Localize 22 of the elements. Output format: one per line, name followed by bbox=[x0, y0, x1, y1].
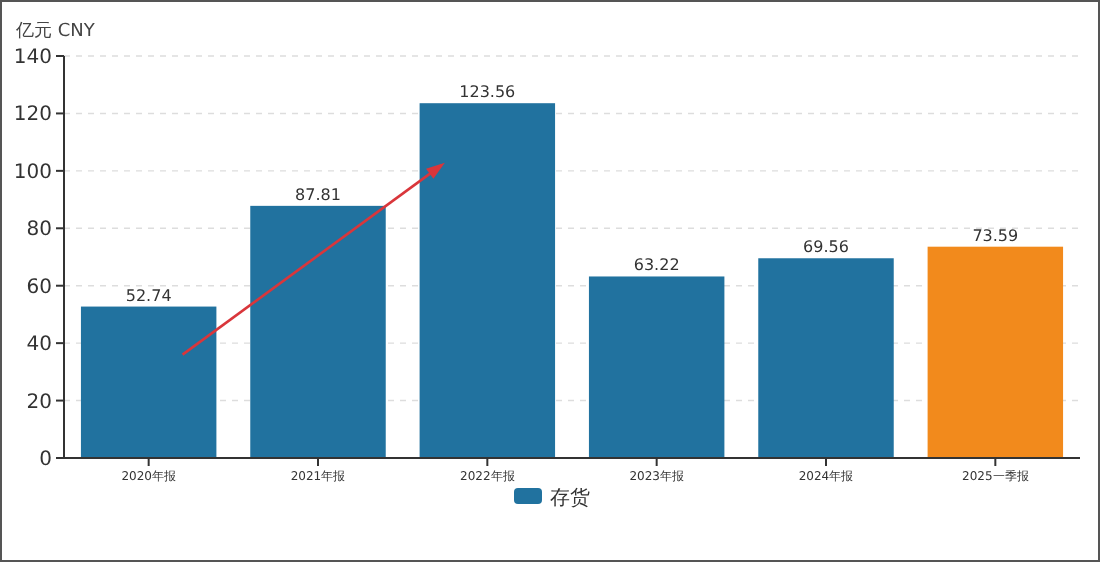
y-tick-label: 120 bbox=[13, 104, 52, 127]
y-tick-label: 60 bbox=[26, 276, 52, 299]
y-axis-title: 亿元 CNY bbox=[14, 20, 96, 42]
bar bbox=[250, 205, 386, 458]
bar bbox=[588, 276, 725, 458]
data-label: 87.81 bbox=[295, 185, 341, 204]
data-label: 73.59 bbox=[972, 226, 1019, 245]
y-tick-label: 140 bbox=[13, 47, 52, 69]
data-label: 52.74 bbox=[125, 286, 172, 305]
bar bbox=[758, 258, 894, 458]
bar bbox=[80, 306, 217, 458]
legend-label: 存货 bbox=[550, 486, 590, 510]
data-label: 123.56 bbox=[459, 83, 516, 102]
data-label: 69.56 bbox=[803, 238, 849, 257]
data-label: 63.22 bbox=[633, 256, 680, 275]
y-tick-label: 40 bbox=[26, 334, 52, 357]
bar bbox=[927, 246, 1064, 458]
y-tick-label: 100 bbox=[13, 161, 52, 184]
y-tick-label: 0 bbox=[39, 449, 52, 471]
y-tick-label: 80 bbox=[26, 219, 52, 242]
y-tick-label: 20 bbox=[26, 391, 52, 414]
bar bbox=[419, 103, 556, 458]
